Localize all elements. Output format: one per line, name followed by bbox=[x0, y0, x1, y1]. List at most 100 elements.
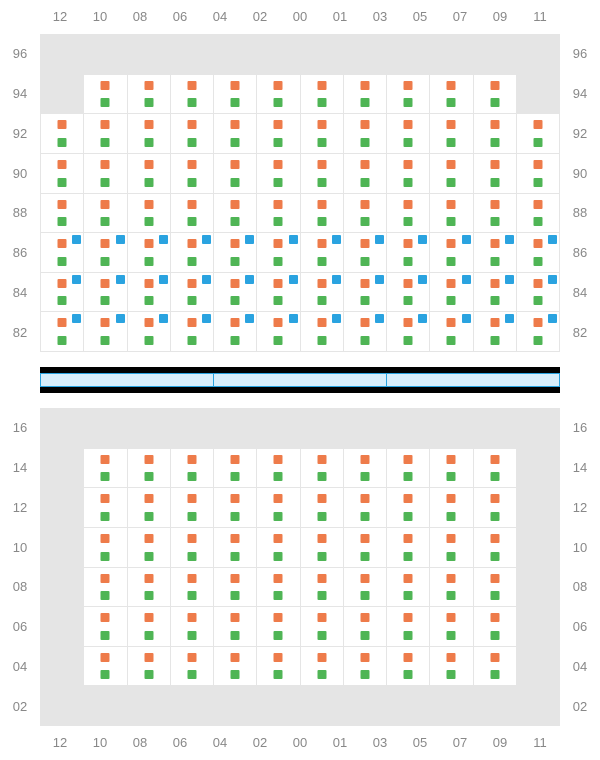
port-orange bbox=[187, 239, 196, 248]
cell bbox=[517, 607, 559, 646]
port-blue bbox=[375, 235, 384, 244]
port-green bbox=[274, 217, 283, 226]
col-label: 10 bbox=[80, 726, 120, 760]
port-orange bbox=[360, 160, 369, 169]
divider-bar bbox=[40, 373, 560, 387]
cell bbox=[344, 528, 386, 567]
cell bbox=[474, 273, 516, 312]
port-orange bbox=[144, 494, 153, 503]
port-orange bbox=[360, 653, 369, 662]
port-orange bbox=[101, 120, 110, 129]
cell bbox=[84, 647, 126, 686]
cell bbox=[41, 488, 83, 527]
port-orange bbox=[404, 455, 413, 464]
col-label: 09 bbox=[480, 0, 520, 34]
cell bbox=[301, 409, 343, 448]
cell bbox=[257, 647, 299, 686]
port-green bbox=[274, 178, 283, 187]
cell bbox=[41, 75, 83, 114]
cell bbox=[128, 194, 170, 233]
cell bbox=[257, 568, 299, 607]
port-green bbox=[274, 98, 283, 107]
cell bbox=[214, 488, 256, 527]
cell bbox=[474, 568, 516, 607]
cell bbox=[387, 449, 429, 488]
cell bbox=[257, 233, 299, 272]
port-orange bbox=[101, 81, 110, 90]
cell bbox=[171, 75, 213, 114]
row-label: 10 bbox=[0, 527, 40, 567]
divider bbox=[40, 362, 560, 398]
port-orange bbox=[187, 613, 196, 622]
cell bbox=[387, 273, 429, 312]
port-orange bbox=[231, 81, 240, 90]
port-orange bbox=[101, 318, 110, 327]
port-orange bbox=[404, 574, 413, 583]
cell bbox=[171, 488, 213, 527]
cell bbox=[387, 233, 429, 272]
port-orange bbox=[490, 81, 499, 90]
cell bbox=[301, 35, 343, 74]
cell bbox=[517, 568, 559, 607]
port-green bbox=[231, 336, 240, 345]
cell bbox=[387, 686, 429, 725]
port-green bbox=[447, 472, 456, 481]
port-orange bbox=[187, 200, 196, 209]
port-green bbox=[317, 552, 326, 561]
port-orange bbox=[360, 200, 369, 209]
port-orange bbox=[360, 574, 369, 583]
cell bbox=[301, 686, 343, 725]
port-green bbox=[404, 138, 413, 147]
port-green bbox=[360, 336, 369, 345]
cell bbox=[517, 686, 559, 725]
cell bbox=[257, 273, 299, 312]
cell bbox=[41, 154, 83, 193]
cell bbox=[387, 568, 429, 607]
port-orange bbox=[231, 613, 240, 622]
port-orange bbox=[187, 120, 196, 129]
port-green bbox=[101, 670, 110, 679]
col-label: 03 bbox=[360, 0, 400, 34]
port-green bbox=[274, 336, 283, 345]
port-green bbox=[447, 296, 456, 305]
cell bbox=[344, 194, 386, 233]
cell bbox=[344, 75, 386, 114]
port-orange bbox=[490, 455, 499, 464]
cell bbox=[344, 647, 386, 686]
cell bbox=[344, 449, 386, 488]
port-green bbox=[231, 296, 240, 305]
port-orange bbox=[490, 574, 499, 583]
cell bbox=[430, 449, 472, 488]
cell bbox=[171, 568, 213, 607]
cell bbox=[301, 114, 343, 153]
port-orange bbox=[360, 279, 369, 288]
col-label: 08 bbox=[120, 0, 160, 34]
cell bbox=[430, 312, 472, 351]
port-orange bbox=[101, 613, 110, 622]
cell bbox=[430, 75, 472, 114]
port-blue bbox=[159, 275, 168, 284]
row-label: 88 bbox=[560, 193, 600, 233]
port-green bbox=[144, 296, 153, 305]
port-green bbox=[360, 138, 369, 147]
port-green bbox=[144, 257, 153, 266]
port-orange bbox=[274, 653, 283, 662]
cell bbox=[387, 154, 429, 193]
cell bbox=[474, 35, 516, 74]
cell bbox=[84, 312, 126, 351]
port-green bbox=[231, 178, 240, 187]
cell bbox=[517, 75, 559, 114]
port-orange bbox=[360, 455, 369, 464]
port-green bbox=[101, 257, 110, 266]
port-green bbox=[58, 178, 67, 187]
port-green bbox=[144, 472, 153, 481]
row-label: 08 bbox=[560, 567, 600, 607]
row-label: 10 bbox=[560, 527, 600, 567]
cell bbox=[344, 233, 386, 272]
cell bbox=[84, 154, 126, 193]
port-orange bbox=[231, 160, 240, 169]
divider-black-bottom bbox=[40, 387, 560, 393]
port-green bbox=[231, 512, 240, 521]
cell bbox=[84, 409, 126, 448]
divider-segment bbox=[387, 374, 559, 386]
